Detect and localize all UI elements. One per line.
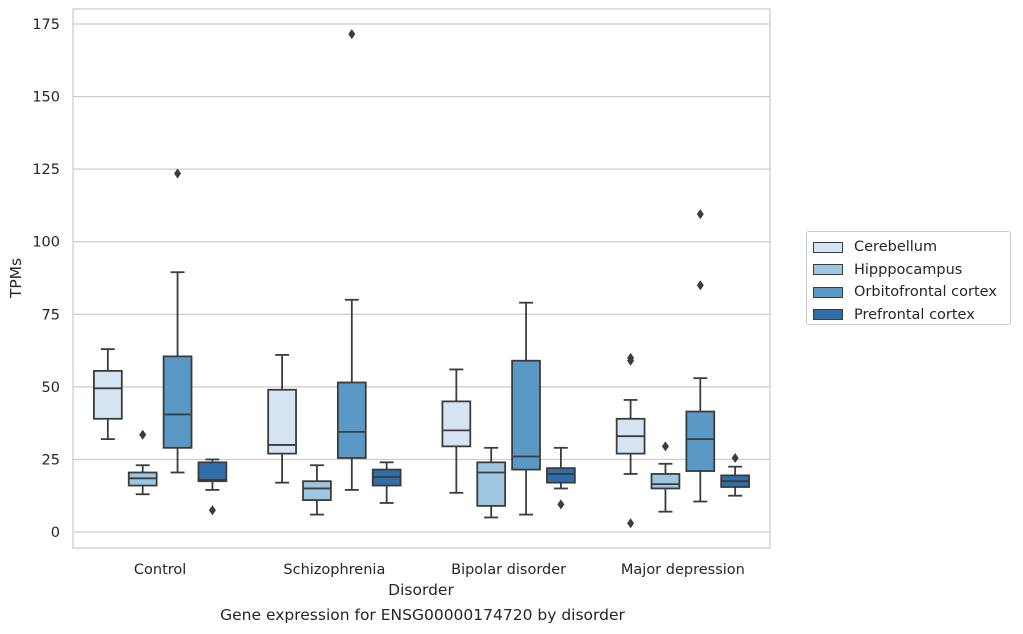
y-tick-label: 175: [32, 17, 60, 33]
outlier-point: [557, 499, 565, 510]
box-cerebellum: [441, 368, 472, 494]
outlier-point: [627, 355, 635, 366]
x-tick-label: Schizophrenia: [283, 562, 385, 578]
box-prefrontal-cortex: [546, 446, 576, 510]
y-tick-label: 100: [32, 235, 60, 251]
figure-caption: Gene expression for ENSG00000174720 by d…: [220, 606, 625, 624]
x-tick-labels: Control Schizophrenia Bipolar disorder Majo…: [134, 562, 745, 578]
legend-item: Cerebellum: [813, 236, 1010, 259]
y-axis-title: TPMs: [7, 258, 25, 299]
box-series-layer: [93, 29, 750, 529]
box-orbitofrontal-cortex: [162, 168, 193, 474]
box-body: [162, 355, 193, 449]
legend-item: Hipppocampus: [813, 259, 1010, 282]
box-orbitofrontal-cortex: [511, 301, 541, 516]
box-cerebellum: [615, 352, 646, 529]
outlier-point: [696, 280, 704, 291]
y-tick-label: 50: [42, 380, 60, 396]
legend-label: Orbitofrontal cortex: [854, 284, 997, 301]
legend-swatch: [813, 241, 843, 253]
outlier-point: [139, 429, 147, 440]
y-tick-labels: 0 25 50 75 100 125 150 175: [32, 17, 60, 541]
y-tick-label: 25: [42, 452, 60, 468]
box-body: [511, 359, 541, 471]
box-body: [650, 473, 681, 490]
box-orbitofrontal-cortex: [685, 209, 716, 503]
x-tick-label: Bipolar disorder: [451, 562, 566, 578]
box-body: [685, 410, 716, 472]
legend-item: Prefrontal cortex: [813, 304, 1010, 327]
box-hipppocampus: [127, 429, 158, 496]
y-tick-label: 0: [51, 525, 60, 541]
x-tick-label: Control: [134, 562, 186, 578]
box-body: [267, 388, 297, 455]
box-body: [197, 461, 228, 483]
box-orbitofrontal-cortex: [336, 29, 367, 491]
legend-swatch: [813, 309, 843, 321]
box-body: [93, 369, 123, 420]
outlier-point: [174, 168, 182, 179]
x-tick-label: Major depression: [621, 562, 745, 578]
legend-swatch: [813, 286, 843, 298]
legend-swatch: [813, 264, 843, 276]
outlier-point: [348, 29, 356, 40]
legend-label: Prefrontal cortex: [854, 306, 975, 323]
legend-label: Cerebellum: [854, 239, 938, 256]
outlier-point: [696, 209, 704, 220]
outlier-point: [208, 505, 216, 516]
box-body: [476, 461, 507, 507]
legend-item: Orbitofrontal cortex: [813, 281, 1010, 304]
legend: Cerebellum Hipppocampus Orbitofrontal cort…: [806, 231, 1011, 325]
box-prefrontal-cortex: [371, 461, 402, 504]
box-cerebellum: [93, 348, 123, 441]
box-hipppocampus: [476, 446, 507, 519]
box-prefrontal-cortex: [197, 458, 228, 516]
box-cerebellum: [267, 354, 297, 484]
x-axis-title: Disorder: [388, 581, 454, 599]
box-hipppocampus: [302, 464, 332, 516]
legend-label: Hipppocampus: [854, 261, 963, 278]
box-body: [441, 400, 472, 448]
plot-frame: [72, 8, 771, 549]
y-tick-label: 75: [42, 307, 60, 323]
box-body: [546, 467, 576, 484]
box-body: [336, 381, 367, 459]
box-body: [302, 480, 332, 501]
y-tick-label: 125: [32, 162, 60, 178]
box-hipppocampus: [650, 441, 681, 513]
outlier-point: [627, 518, 635, 529]
y-tick-label: 150: [32, 90, 60, 106]
box-prefrontal-cortex: [720, 452, 750, 497]
outlier-point: [731, 452, 739, 463]
outlier-point: [661, 441, 669, 452]
